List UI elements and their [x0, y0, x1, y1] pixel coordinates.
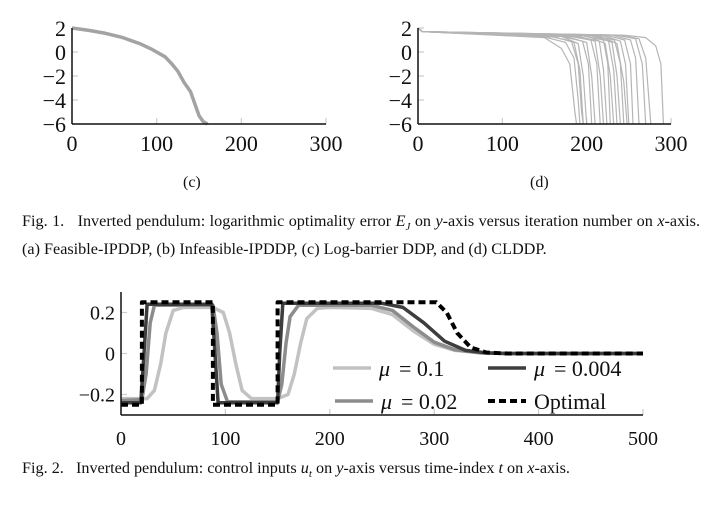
caption-text: on: [410, 212, 436, 230]
caption-var: y: [435, 212, 443, 230]
subfigure-label-c: (c): [183, 174, 201, 191]
x-tick-label: 0: [116, 428, 126, 450]
y-tick-label: 0: [401, 40, 412, 65]
series-line-1: [120, 303, 643, 404]
y-tick-label: −6: [43, 112, 66, 137]
x-tick-label: 400: [524, 428, 554, 450]
caption-var: t: [498, 459, 504, 477]
legend-mu-symbol: μ: [378, 356, 390, 381]
y-tick-label: 0: [55, 40, 66, 65]
caption-text: -axis.: [534, 459, 570, 477]
caption-prefix: Fig. 1.: [22, 212, 65, 230]
y-tick-label: −2: [389, 64, 412, 89]
x-tick-label: 100: [486, 131, 519, 156]
legend-label: = 0.1: [399, 356, 444, 381]
y-tick-label: 0: [105, 344, 115, 366]
caption-var: y: [336, 459, 344, 477]
caption-symbol: E: [395, 212, 406, 230]
caption-var: x: [657, 212, 665, 230]
y-tick-label: 0.2: [90, 303, 115, 325]
x-tick-label: 100: [210, 428, 240, 450]
x-tick-label: 200: [315, 428, 345, 450]
legend-mu-symbol: μ: [533, 356, 545, 381]
legend-label: = 0.02: [401, 389, 457, 414]
caption-text: -axis.(a) Feasible-IPDDP, (b) Infeasible…: [22, 212, 701, 259]
series-line: [71, 26, 209, 126]
y-tick-label: −2: [43, 64, 66, 89]
x-tick-label: 300: [419, 428, 449, 450]
series-line-3: [121, 300, 643, 407]
y-tick-label: 2: [401, 16, 412, 41]
caption-symbol: u: [300, 459, 309, 477]
caption-text: on: [311, 459, 337, 477]
x-tick-label: 200: [225, 131, 258, 156]
x-tick-label: 300: [655, 131, 688, 156]
figure2-caption: Fig. 2. Inverted pendulum: control input…: [22, 457, 700, 485]
y-tick-label: −0.2: [79, 385, 115, 407]
caption-var: x: [527, 459, 535, 477]
caption-text: Inverted pendulum: logarithmic optimalit…: [77, 212, 396, 230]
legend-mu-symbol: μ: [380, 389, 392, 414]
series-line-0: [121, 305, 643, 401]
y-tick-label: −4: [389, 88, 412, 113]
caption-symbol-sub: t: [308, 468, 312, 481]
legend-label: = 0.004: [554, 356, 621, 381]
y-tick-label: −6: [389, 112, 412, 137]
y-tick-label: 2: [55, 16, 66, 41]
x-tick-label: 0: [67, 131, 78, 156]
x-tick-label: 300: [310, 131, 343, 156]
caption-symbol-sub: J: [405, 221, 411, 234]
x-tick-label: 200: [570, 131, 603, 156]
series-line-2: [121, 301, 643, 405]
caption-text: on: [503, 459, 528, 477]
caption-text: Inverted pendulum: control inputs: [75, 459, 301, 477]
figure1-caption: Fig. 1. Inverted pendulum: logarithmic o…: [22, 210, 700, 260]
x-tick-label: 100: [140, 131, 173, 156]
x-tick-label: 500: [628, 428, 658, 450]
subfigure-label-d: (d): [530, 174, 549, 191]
series-line: [417, 27, 664, 125]
y-tick-label: −4: [43, 88, 66, 113]
x-tick-label: 0: [413, 131, 424, 156]
caption-prefix: Fig. 2.: [22, 459, 64, 477]
caption-text: -axis versus iteration number on: [442, 212, 658, 230]
caption-text: -axis versus time-index: [343, 459, 499, 477]
legend-label: Optimal: [534, 389, 606, 414]
